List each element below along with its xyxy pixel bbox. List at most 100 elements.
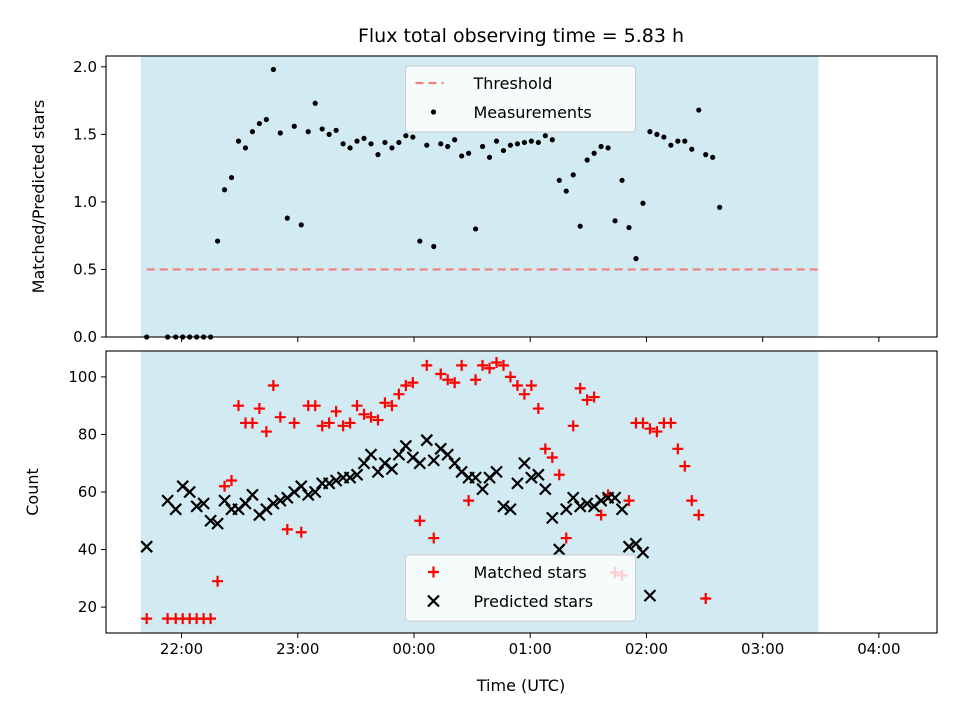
data-point [249, 129, 256, 135]
data-point [442, 374, 454, 386]
data-point [365, 411, 377, 423]
data-point [556, 177, 562, 183]
data-point [333, 127, 339, 133]
plot-frame [105, 55, 938, 338]
legend-label: Measurements [474, 103, 592, 122]
data-point [476, 482, 489, 496]
data-point [326, 131, 332, 137]
data-point [246, 417, 258, 429]
data-point [559, 502, 573, 516]
y-tick-label: 0.5 [73, 260, 97, 278]
data-point [267, 380, 279, 392]
data-point [305, 129, 311, 135]
data-point [308, 485, 322, 499]
data-point [413, 456, 427, 470]
data-point [479, 143, 486, 150]
data-point [392, 448, 406, 461]
data-point [253, 403, 265, 415]
data-point [591, 150, 597, 156]
data-point [605, 145, 611, 151]
data-point [668, 142, 674, 148]
data-point [490, 465, 503, 479]
data-point [218, 494, 231, 507]
data-point [710, 154, 716, 160]
data-point [358, 408, 370, 420]
data-point [700, 592, 712, 604]
data-point [539, 482, 552, 496]
data-point [549, 137, 555, 143]
data-point [679, 460, 691, 472]
data-point [594, 494, 608, 507]
data-point [372, 414, 384, 426]
data-point [386, 400, 398, 412]
data-point [640, 200, 646, 206]
data-point [389, 145, 395, 151]
data-point [665, 417, 677, 429]
data-point [284, 215, 290, 221]
data-point [298, 222, 304, 228]
data-point [615, 502, 629, 516]
data-point [274, 411, 286, 423]
x-tick-label: 03:00 [741, 640, 784, 658]
data-point [221, 187, 228, 193]
data-point [204, 514, 217, 528]
data-point [595, 509, 607, 521]
data-point [636, 546, 650, 559]
data-point [274, 494, 287, 507]
y-axis-label: Matched/Predicted stars [29, 100, 48, 294]
data-point [532, 468, 545, 482]
y-tick-label: 1.0 [73, 193, 97, 211]
y-tick-label: 80 [78, 425, 97, 443]
data-point [574, 382, 586, 394]
data-point [364, 448, 378, 461]
data-point [525, 471, 538, 484]
data-point [438, 141, 444, 147]
data-point [410, 134, 416, 140]
data-point [382, 139, 388, 146]
data-point [507, 142, 514, 148]
data-point [612, 218, 618, 224]
data-point [301, 488, 315, 502]
data-point [295, 526, 307, 538]
data-point [312, 100, 318, 106]
data-point [226, 474, 238, 486]
data-point [686, 495, 698, 507]
data-point [343, 471, 357, 484]
data-point [675, 138, 681, 144]
data-point [452, 137, 458, 143]
legend-box [405, 65, 636, 133]
chart-title: Flux total observing time = 5.83 h [358, 25, 684, 47]
data-point [477, 359, 489, 371]
data-point [235, 138, 242, 144]
data-point [337, 420, 349, 432]
data-point [330, 405, 342, 417]
data-point [619, 177, 625, 183]
data-point [553, 469, 565, 481]
data-point [357, 456, 371, 470]
data-point [347, 145, 353, 151]
data-point [267, 497, 280, 510]
data-point [622, 540, 636, 553]
data-point [291, 123, 297, 129]
data-point [399, 439, 413, 453]
y-tick-label: 60 [78, 483, 97, 501]
data-point [445, 143, 451, 150]
data-point [563, 188, 569, 194]
data-point [577, 223, 583, 229]
data-point [682, 138, 688, 144]
data-point [322, 477, 336, 490]
data-point [246, 488, 259, 502]
data-point [361, 135, 367, 142]
data-point [637, 417, 649, 429]
data-point [581, 394, 593, 406]
data-point [396, 139, 402, 146]
data-point [484, 362, 496, 374]
data-point [421, 359, 433, 371]
data-point [211, 517, 224, 530]
data-point [539, 443, 551, 455]
y-tick-label: 20 [78, 598, 97, 616]
data-point [427, 454, 441, 467]
data-point [456, 359, 468, 371]
data-point [459, 153, 465, 159]
